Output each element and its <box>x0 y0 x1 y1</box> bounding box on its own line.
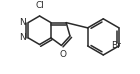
Text: Br: Br <box>111 41 121 50</box>
Text: Cl: Cl <box>35 1 44 10</box>
Text: N: N <box>19 33 26 42</box>
Text: O: O <box>60 50 67 59</box>
Text: N: N <box>19 18 26 27</box>
